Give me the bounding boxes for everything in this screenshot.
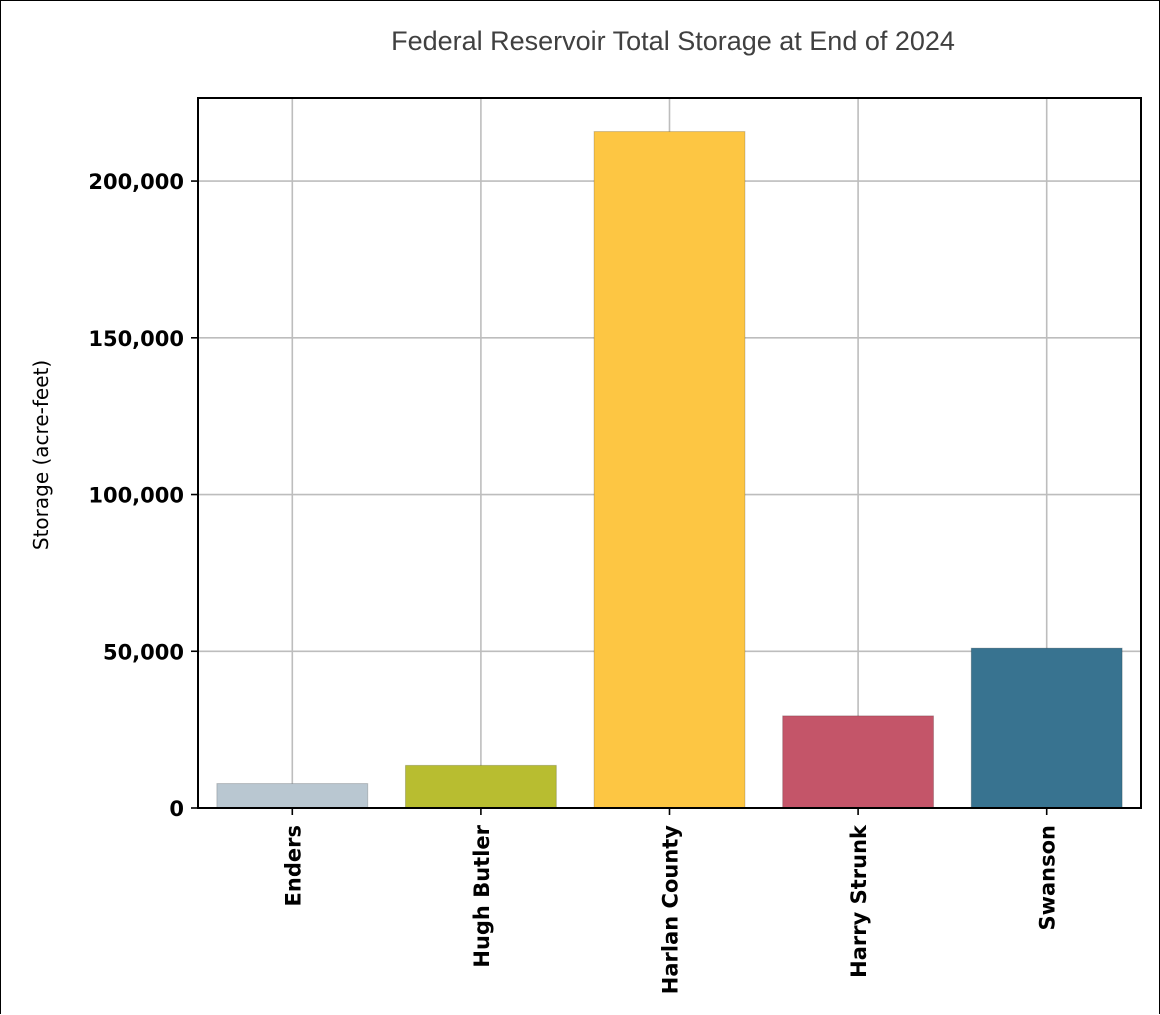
x-tick-label: Swanson bbox=[1036, 825, 1060, 931]
bar bbox=[216, 783, 369, 809]
y-tick-label: 200,000 bbox=[88, 170, 184, 194]
bar bbox=[970, 647, 1123, 809]
x-axis-ticks: Enders Hugh Butler Harlan County Harry Stru… bbox=[281, 808, 1060, 995]
y-axis-ticks: 0 50,000 100,000 150,000 200,000 bbox=[88, 170, 198, 821]
bar bbox=[782, 715, 935, 809]
y-axis-label: Storage (acre-feet) bbox=[29, 360, 53, 550]
x-tick-label: Harry Strunk bbox=[847, 824, 871, 978]
chart-title: Federal Reservoir Total Storage at End o… bbox=[391, 26, 955, 56]
bars bbox=[216, 131, 1123, 809]
bar bbox=[404, 764, 557, 809]
y-tick-label: 100,000 bbox=[88, 484, 184, 508]
y-tick-label: 150,000 bbox=[88, 327, 184, 351]
bar bbox=[593, 131, 746, 809]
x-tick-label: Harlan County bbox=[659, 825, 683, 995]
x-tick-label: Hugh Butler bbox=[470, 824, 494, 967]
y-tick-label: 0 bbox=[169, 797, 184, 821]
y-tick-label: 50,000 bbox=[103, 640, 184, 664]
x-tick-label: Enders bbox=[281, 825, 305, 906]
